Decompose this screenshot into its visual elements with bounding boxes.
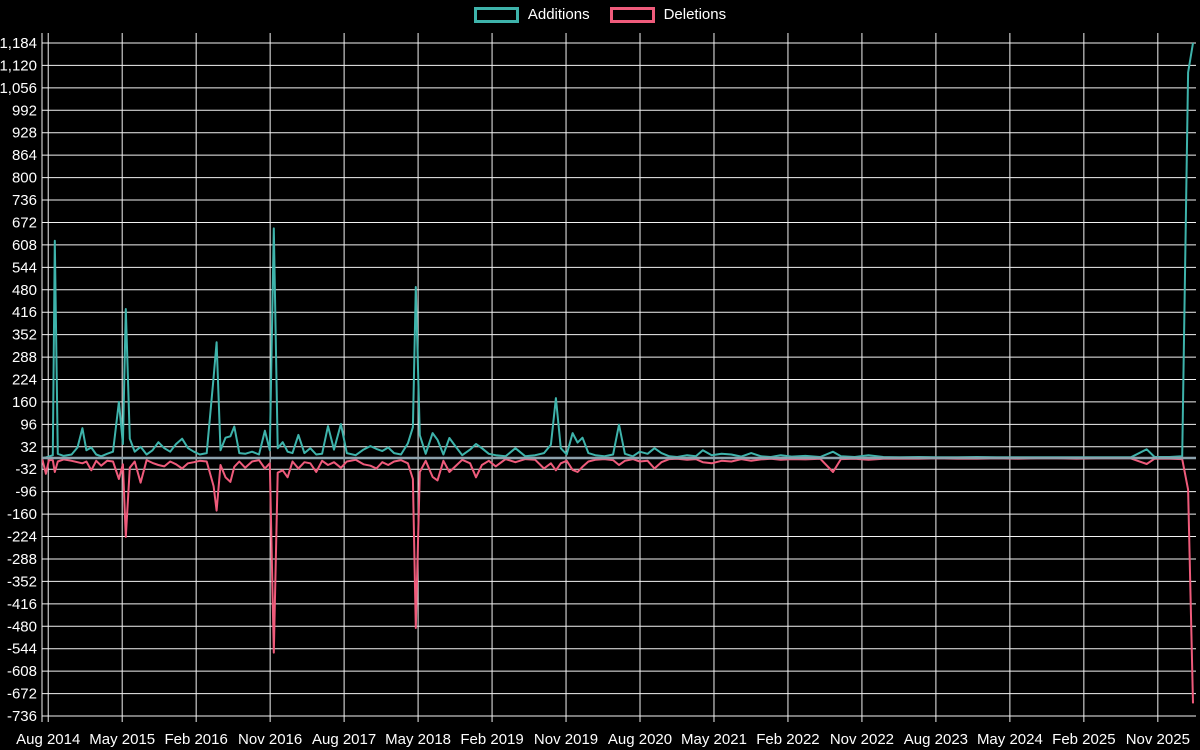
y-axis-label: -352 — [7, 573, 37, 590]
y-axis-label: 32 — [20, 439, 37, 456]
x-axis-label: Aug 2023 — [904, 731, 968, 748]
x-axis-label: Aug 2020 — [608, 731, 672, 748]
x-axis-label: May 2018 — [385, 731, 451, 748]
y-axis-label: 800 — [12, 170, 37, 187]
y-axis-label: 992 — [12, 102, 37, 119]
y-axis-label: 672 — [12, 214, 37, 231]
y-axis-label: 416 — [12, 304, 37, 321]
x-axis-label: May 2015 — [89, 731, 155, 748]
series-lines — [42, 42, 1194, 704]
series-line-deletions — [42, 457, 1194, 704]
x-axis-label: Feb 2019 — [460, 731, 523, 748]
y-axis-label: 608 — [12, 237, 37, 254]
y-axis-label: -288 — [7, 551, 37, 568]
legend-label: Deletions — [663, 6, 727, 23]
y-axis-label: 1,120 — [0, 57, 37, 74]
x-axis-label: Feb 2016 — [164, 731, 227, 748]
y-axis-label: -480 — [7, 618, 37, 635]
series-line-additions — [42, 42, 1194, 459]
y-axis-label: -736 — [7, 708, 37, 725]
y-axis-label: 96 — [20, 416, 37, 433]
x-axis-label: Feb 2025 — [1052, 731, 1115, 748]
y-axis-label: 544 — [12, 259, 37, 276]
deletions-swatch-icon — [609, 7, 655, 23]
x-axis-label: Feb 2022 — [756, 731, 819, 748]
y-axis-label: 928 — [12, 125, 37, 142]
x-axis-label: May 2024 — [977, 731, 1043, 748]
chart-legend: Additions Deletions — [0, 7, 1200, 23]
y-axis-label: 1,184 — [0, 35, 37, 52]
y-axis-label: -416 — [7, 596, 37, 613]
y-axis-label: 160 — [12, 394, 37, 411]
x-axis-label: Aug 2017 — [312, 731, 376, 748]
y-axis-label: 1,056 — [0, 80, 37, 97]
x-axis-label: Nov 2022 — [830, 731, 894, 748]
x-axis-label: Nov 2016 — [238, 731, 302, 748]
vertical-gridlines — [41, 33, 1159, 722]
y-axis-label: -96 — [15, 484, 37, 501]
legend-label: Additions — [527, 6, 590, 23]
horizontal-gridlines — [42, 42, 1196, 717]
additions-swatch-icon — [473, 7, 519, 23]
y-axis-label: -544 — [7, 641, 37, 658]
legend-item-deletions[interactable]: Deletions — [609, 6, 727, 23]
y-axis-labels: 1,184 1,120 1,056 992 928 864 800 736 672 608 544 4… — [0, 35, 37, 725]
legend-item-additions[interactable]: Additions — [473, 6, 590, 23]
y-axis-label: 224 — [12, 372, 37, 389]
x-axis-label: Aug 2014 — [16, 731, 80, 748]
x-axis-labels: Aug 2014 May 2015 Feb 2016 Nov 2016 Aug 2017… — [16, 731, 1190, 748]
x-axis-label: Nov 2019 — [534, 731, 598, 748]
y-axis-label: 288 — [12, 349, 37, 366]
y-axis-label: -608 — [7, 663, 37, 680]
y-axis-label: 352 — [12, 327, 37, 344]
y-axis-label: 736 — [12, 192, 37, 209]
x-axis-label: May 2021 — [681, 731, 747, 748]
y-axis-label: -672 — [7, 686, 37, 703]
y-axis-label: -160 — [7, 506, 37, 523]
y-axis-label: 480 — [12, 282, 37, 299]
y-axis-label: -32 — [15, 461, 37, 478]
x-axis-label: Nov 2025 — [1126, 731, 1190, 748]
y-axis-label: 864 — [12, 147, 37, 164]
y-axis-label: -224 — [7, 529, 37, 546]
